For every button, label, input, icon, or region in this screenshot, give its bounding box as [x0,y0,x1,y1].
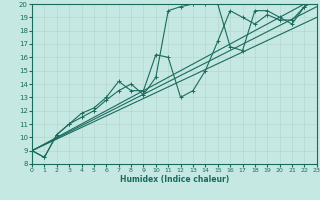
X-axis label: Humidex (Indice chaleur): Humidex (Indice chaleur) [120,175,229,184]
